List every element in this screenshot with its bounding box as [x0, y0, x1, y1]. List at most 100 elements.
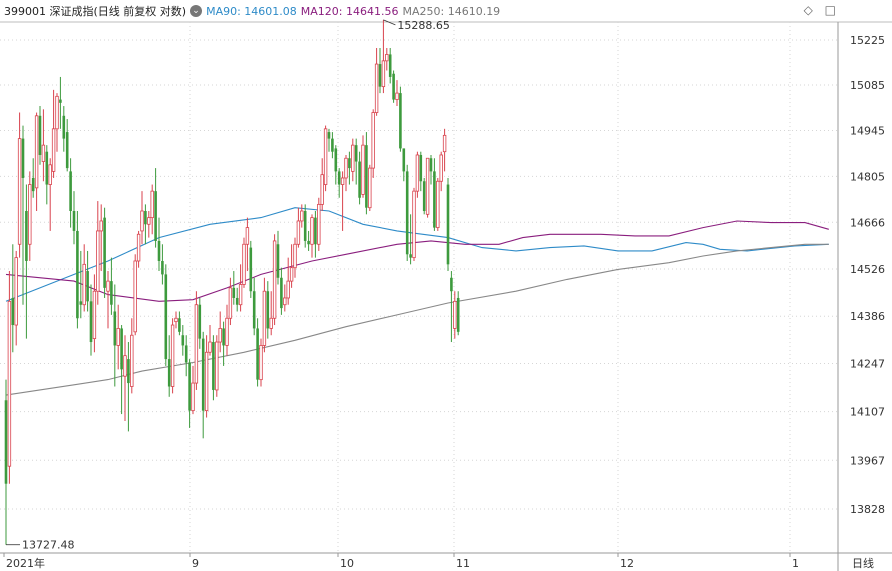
candle-body: [412, 190, 416, 259]
candle-body: [439, 154, 443, 182]
candle: [130, 318, 134, 394]
candle-body: [127, 359, 130, 384]
candle: [395, 80, 399, 107]
candle-body: [307, 240, 310, 245]
candle-body: [48, 164, 52, 185]
candle-body: [249, 247, 253, 292]
diamond-icon[interactable]: ◇: [803, 3, 813, 17]
x-tick-label: 9: [192, 557, 199, 570]
ma-line-ma90: [5, 207, 829, 302]
candle-body: [136, 233, 141, 262]
candle: [170, 318, 175, 394]
candle-body: [334, 148, 338, 172]
candle-body: [286, 280, 290, 299]
candle-body: [300, 210, 304, 222]
candle: [11, 244, 15, 353]
candle-body: [212, 342, 215, 390]
candle: [289, 244, 294, 288]
x-tick-label: 12: [620, 557, 634, 570]
candle-body: [130, 334, 134, 387]
candle-body: [147, 217, 151, 225]
candle-body: [262, 290, 267, 346]
candle: [14, 250, 18, 346]
candle-body: [113, 311, 117, 346]
candle-body: [256, 328, 259, 380]
candle-body: [198, 304, 202, 339]
candle-body: [69, 171, 72, 212]
candle-body: [79, 301, 83, 305]
ma-line-ma250: [5, 243, 829, 396]
candle-body: [433, 171, 436, 228]
candle: [62, 106, 66, 152]
candle: [7, 271, 12, 484]
candle: [55, 93, 59, 152]
candle-body: [238, 284, 243, 306]
candle: [59, 76, 62, 129]
candle-body: [436, 180, 440, 229]
candle: [167, 335, 171, 397]
candle: [412, 187, 416, 261]
candle-body: [320, 174, 324, 205]
candle-body: [99, 220, 103, 232]
candle: [113, 284, 117, 387]
close-icon[interactable]: □: [824, 3, 836, 17]
candle: [76, 211, 79, 329]
candle: [69, 158, 72, 228]
candle: [178, 311, 181, 336]
candle-body: [392, 73, 395, 100]
candle-body: [116, 328, 120, 346]
candle: [127, 342, 130, 432]
candle: [374, 48, 379, 116]
candle-body: [361, 144, 365, 195]
candle: [337, 168, 341, 198]
candle: [184, 335, 188, 377]
x-tick-label: 1: [792, 557, 799, 570]
candle: [204, 335, 209, 418]
y-tick-label: 15225: [850, 34, 885, 47]
candle: [103, 207, 106, 298]
candle-body: [296, 220, 301, 245]
candle-body: [14, 257, 18, 326]
candle-body: [446, 184, 450, 265]
y-tick-label: 14945: [850, 124, 885, 137]
candle: [161, 244, 164, 285]
candle-body: [242, 243, 246, 285]
chart-header: 399001 深证成指(日线 前复权 对数) ⌄ MA90: 14601.08 …: [0, 0, 892, 22]
y-tick-label: 14526: [850, 263, 885, 276]
y-tick-label: 14247: [850, 358, 885, 371]
candle-body: [378, 64, 382, 87]
candle-body: [65, 132, 69, 169]
candle-body: [225, 317, 229, 346]
candle-body: [62, 115, 66, 139]
candle-body: [317, 203, 321, 245]
candle-body: [7, 300, 12, 467]
candle: [133, 254, 137, 336]
candle: [110, 257, 113, 315]
candle: [242, 237, 246, 288]
candle: [439, 151, 443, 192]
chevron-down-icon[interactable]: ⌄: [190, 5, 203, 17]
candle: [41, 109, 46, 182]
candle-body: [59, 99, 62, 103]
x-tick-label: 10: [340, 557, 354, 570]
candle: [269, 291, 273, 336]
candle: [280, 267, 283, 315]
candle: [79, 250, 83, 319]
candle: [283, 284, 287, 312]
candle-body: [323, 128, 328, 185]
candle-body: [314, 217, 317, 245]
candle-body: [110, 281, 113, 305]
candle-body: [228, 287, 233, 319]
candle-body: [415, 154, 420, 192]
candle: [456, 291, 460, 336]
y-tick-label: 13967: [850, 454, 885, 467]
candle: [310, 214, 314, 258]
candle: [327, 128, 331, 152]
candle: [34, 112, 39, 212]
candle-body: [164, 274, 168, 360]
candle-body: [72, 211, 76, 231]
candle: [191, 365, 195, 415]
candle-body: [388, 54, 392, 77]
candle: [256, 318, 259, 387]
candle-body: [150, 190, 154, 219]
